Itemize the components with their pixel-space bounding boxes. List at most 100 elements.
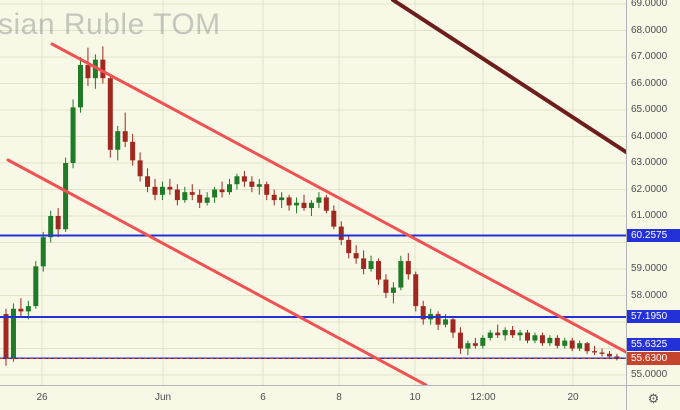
candle-body (487, 332, 493, 338)
candle-body (376, 261, 381, 280)
chart-plot[interactable]: sian Ruble TOM (0, 0, 626, 385)
candle-body (301, 202, 307, 209)
axis-corner: ⚙ (626, 385, 680, 410)
candle-body (182, 192, 188, 201)
candle-body (63, 163, 69, 230)
candle-body (234, 176, 240, 185)
candle-body (435, 314, 441, 325)
price-tick-label: 63.0000 (631, 157, 668, 168)
candle-body (398, 261, 404, 288)
candle-body (599, 352, 605, 354)
time-tick-label: Jun (154, 392, 172, 403)
candle-body (130, 141, 136, 161)
candle-body (159, 186, 165, 195)
candle-body (413, 274, 419, 307)
settings-gear-icon[interactable]: ⚙ (647, 390, 660, 406)
candle-body (554, 337, 560, 346)
candle-body (368, 261, 374, 270)
candle-body (10, 308, 16, 360)
candle-body (495, 332, 501, 336)
candle-body (465, 343, 471, 349)
price-level-badge: 55.6325 (627, 338, 680, 352)
price-tick-label: 59.0000 (631, 263, 668, 274)
candle-body (346, 239, 352, 254)
candle-body (584, 343, 590, 352)
candle-body (279, 197, 285, 201)
candle-body (249, 181, 255, 187)
candle-body (25, 306, 31, 312)
candle-body (331, 210, 337, 227)
price-tick-label: 64.0000 (631, 130, 668, 142)
candle-body (219, 189, 225, 193)
candle-body (264, 184, 270, 195)
candle-body (562, 340, 568, 346)
candle-body (316, 197, 322, 203)
candle-body (606, 353, 612, 357)
candle-body (256, 184, 262, 187)
candle-body (212, 189, 218, 198)
candle-body (361, 258, 367, 270)
candle-body (33, 266, 39, 307)
price-tick-label: 67.0000 (631, 51, 668, 62)
candle-body (197, 194, 203, 203)
price-tick-label: 58.0000 (631, 289, 668, 301)
candle-body (48, 216, 54, 238)
candle-body (100, 59, 106, 79)
candle-body (338, 226, 344, 240)
candle-body (547, 337, 553, 344)
candle-body (443, 319, 449, 325)
candle-body (539, 335, 545, 344)
candle-body (286, 197, 292, 206)
candle-body (55, 216, 61, 230)
time-tick-label: 20 (567, 392, 579, 403)
time-tick-label: 10 (409, 392, 421, 403)
candle-body (294, 202, 300, 206)
candle-body (241, 176, 247, 182)
candle-body (450, 319, 456, 333)
candlestick-chart[interactable] (0, 0, 626, 385)
candle-body (189, 192, 195, 195)
candle-body (174, 189, 180, 201)
candle-body (510, 329, 516, 336)
candle-body (78, 64, 83, 108)
time-tick-label: 26 (36, 392, 48, 403)
candle-body (457, 332, 463, 349)
resistance-trendline[interactable] (391, 0, 626, 154)
price-tick-label: 65.0000 (631, 104, 668, 115)
candle-body (472, 343, 478, 346)
price-tick-label: 61.0000 (631, 210, 668, 221)
candle-body (390, 287, 396, 293)
last-price-badge: 55.6300 (627, 352, 680, 366)
channel-upper-trendline[interactable] (50, 42, 626, 354)
candle-body (480, 337, 486, 346)
candle-body (227, 184, 232, 193)
candle-body (271, 194, 277, 201)
price-tick-label: 62.0000 (631, 183, 668, 195)
candle-body (592, 351, 598, 353)
price-axis[interactable]: 69.0000 68.0000 67.0000 66.0000 65.0000 64.00… (626, 0, 680, 385)
time-tick-label: 8 (336, 392, 342, 403)
candles-series (3, 46, 620, 366)
candle-body (614, 356, 620, 359)
candle-body (18, 308, 24, 312)
candle-body (502, 329, 508, 336)
price-level-badge: 57.1950 (627, 309, 680, 323)
candle-body (532, 335, 538, 341)
candle-body (152, 186, 158, 195)
time-axis[interactable]: 26 Jun 6 8 10 12:00 20 (0, 385, 626, 410)
candle-body (167, 186, 173, 190)
candle-body (517, 332, 523, 336)
candle-body (137, 160, 143, 177)
candle-body (577, 343, 583, 349)
price-tick-label: 55.0000 (631, 369, 668, 380)
channel-lower-trendline[interactable] (6, 158, 428, 385)
candle-body (308, 202, 314, 209)
candle-body (525, 332, 530, 341)
candle-body (145, 176, 151, 187)
candle-body (107, 78, 113, 150)
candle-body (420, 306, 426, 320)
candle-body (353, 253, 359, 259)
candle-body (3, 314, 9, 360)
price-tick-label: 66.0000 (631, 77, 668, 89)
